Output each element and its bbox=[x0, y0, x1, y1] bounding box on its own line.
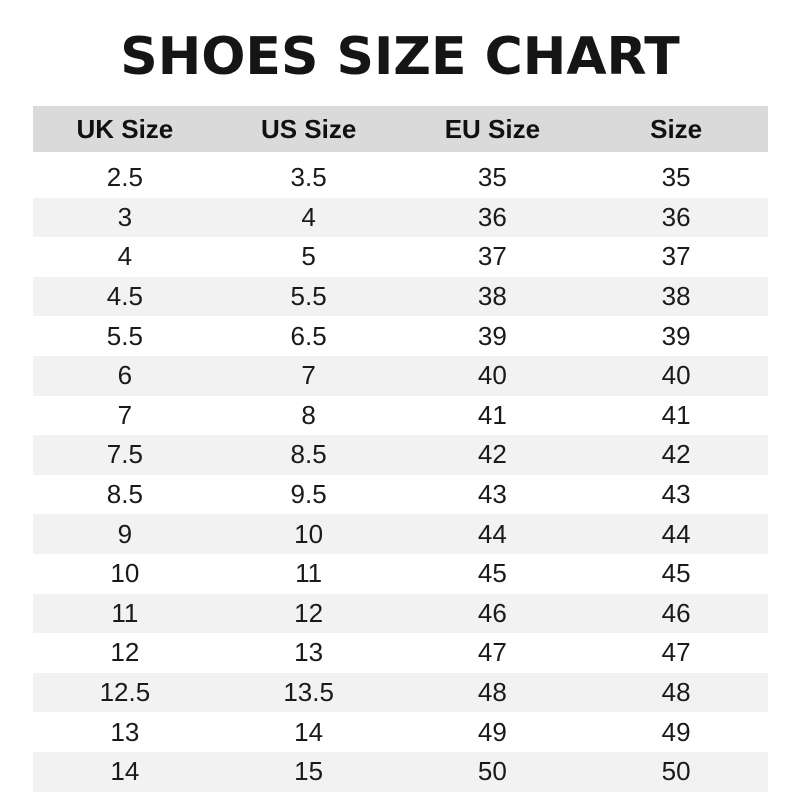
cell-eu-size: 38 bbox=[400, 276, 585, 317]
cell-us-size: 14 bbox=[216, 712, 401, 752]
header-size: Size bbox=[584, 106, 768, 152]
header-row: UK Size US Size EU Size Size bbox=[33, 106, 768, 152]
cell-us-size: 4 bbox=[216, 197, 401, 238]
cell-eu-size: 39 bbox=[400, 316, 585, 356]
cell-us-size: 8.5 bbox=[216, 435, 401, 475]
cell-us-size: 12 bbox=[216, 593, 401, 634]
cell-size: 36 bbox=[584, 197, 768, 238]
table-row: 10 11 45 45 bbox=[33, 553, 768, 594]
cell-eu-size: 48 bbox=[400, 672, 585, 713]
table-row: 9 10 44 44 bbox=[33, 514, 768, 554]
cell-eu-size: 47 bbox=[400, 633, 585, 673]
cell-eu-size: 43 bbox=[400, 474, 585, 515]
table-row: 6 7 40 40 bbox=[33, 355, 768, 396]
header-eu-size: EU Size bbox=[400, 106, 585, 152]
table-row: 13 14 49 49 bbox=[33, 712, 768, 752]
cell-size: 40 bbox=[584, 355, 768, 396]
cell-uk-size: 7 bbox=[33, 395, 217, 436]
table-row: 2.5 3.5 35 35 bbox=[33, 158, 768, 198]
cell-eu-size: 44 bbox=[400, 514, 585, 554]
header-uk-size: UK Size bbox=[33, 106, 217, 152]
cell-size: 43 bbox=[584, 474, 768, 515]
header-us-size: US Size bbox=[216, 106, 401, 152]
cell-uk-size: 12.5 bbox=[33, 672, 217, 713]
cell-uk-size: 14 bbox=[33, 751, 217, 792]
cell-us-size: 15 bbox=[216, 751, 401, 792]
cell-uk-size: 12 bbox=[33, 633, 217, 673]
cell-size: 35 bbox=[584, 158, 768, 198]
table-row: 4 5 37 37 bbox=[33, 237, 768, 277]
table-row: 4.5 5.5 38 38 bbox=[33, 276, 768, 317]
cell-us-size: 6.5 bbox=[216, 316, 401, 356]
cell-size: 49 bbox=[584, 712, 768, 752]
table-row: 14 15 50 50 bbox=[33, 751, 768, 792]
cell-size: 37 bbox=[584, 237, 768, 277]
table-row: 8.5 9.5 43 43 bbox=[33, 474, 768, 515]
table-row: 3 4 36 36 bbox=[33, 197, 768, 238]
cell-size: 45 bbox=[584, 553, 768, 594]
cell-uk-size: 2.5 bbox=[33, 158, 217, 198]
cell-eu-size: 40 bbox=[400, 355, 585, 396]
cell-uk-size: 10 bbox=[33, 553, 217, 594]
cell-us-size: 5.5 bbox=[216, 276, 401, 317]
cell-us-size: 11 bbox=[216, 553, 401, 594]
cell-uk-size: 3 bbox=[33, 197, 217, 238]
cell-us-size: 8 bbox=[216, 395, 401, 436]
cell-uk-size: 6 bbox=[33, 355, 217, 396]
cell-us-size: 13.5 bbox=[216, 672, 401, 713]
cell-uk-size: 5.5 bbox=[33, 316, 217, 356]
table-row: 11 12 46 46 bbox=[33, 593, 768, 634]
cell-us-size: 10 bbox=[216, 514, 401, 554]
cell-uk-size: 4.5 bbox=[33, 276, 217, 317]
cell-eu-size: 45 bbox=[400, 553, 585, 594]
cell-uk-size: 13 bbox=[33, 712, 217, 752]
cell-size: 44 bbox=[584, 514, 768, 554]
cell-uk-size: 4 bbox=[33, 237, 217, 277]
table-row: 7 8 41 41 bbox=[33, 395, 768, 436]
cell-eu-size: 46 bbox=[400, 593, 585, 634]
cell-uk-size: 8.5 bbox=[33, 474, 217, 515]
cell-us-size: 9.5 bbox=[216, 474, 401, 515]
cell-size: 46 bbox=[584, 593, 768, 634]
cell-eu-size: 49 bbox=[400, 712, 585, 752]
cell-eu-size: 41 bbox=[400, 395, 585, 436]
cell-size: 39 bbox=[584, 316, 768, 356]
cell-size: 47 bbox=[584, 633, 768, 673]
table-row: 5.5 6.5 39 39 bbox=[33, 316, 768, 356]
cell-us-size: 13 bbox=[216, 633, 401, 673]
cell-eu-size: 36 bbox=[400, 197, 585, 238]
cell-size: 50 bbox=[584, 751, 768, 792]
cell-uk-size: 11 bbox=[33, 593, 217, 634]
cell-eu-size: 37 bbox=[400, 237, 585, 277]
page-title: SHOES SIZE CHART bbox=[120, 27, 680, 87]
cell-eu-size: 35 bbox=[400, 158, 585, 198]
cell-eu-size: 42 bbox=[400, 435, 585, 475]
size-table: UK Size US Size EU Size Size 2.5 3.5 35 35 3… bbox=[33, 106, 768, 792]
cell-us-size: 5 bbox=[216, 237, 401, 277]
cell-size: 42 bbox=[584, 435, 768, 475]
cell-size: 38 bbox=[584, 276, 768, 317]
cell-uk-size: 9 bbox=[33, 514, 217, 554]
table-row: 12 13 47 47 bbox=[33, 633, 768, 673]
table-row: 7.5 8.5 42 42 bbox=[33, 435, 768, 475]
cell-size: 48 bbox=[584, 672, 768, 713]
cell-us-size: 7 bbox=[216, 355, 401, 396]
cell-size: 41 bbox=[584, 395, 768, 436]
table-row: 12.5 13.5 48 48 bbox=[33, 672, 768, 713]
cell-us-size: 3.5 bbox=[216, 158, 401, 198]
cell-eu-size: 50 bbox=[400, 751, 585, 792]
cell-uk-size: 7.5 bbox=[33, 435, 217, 475]
